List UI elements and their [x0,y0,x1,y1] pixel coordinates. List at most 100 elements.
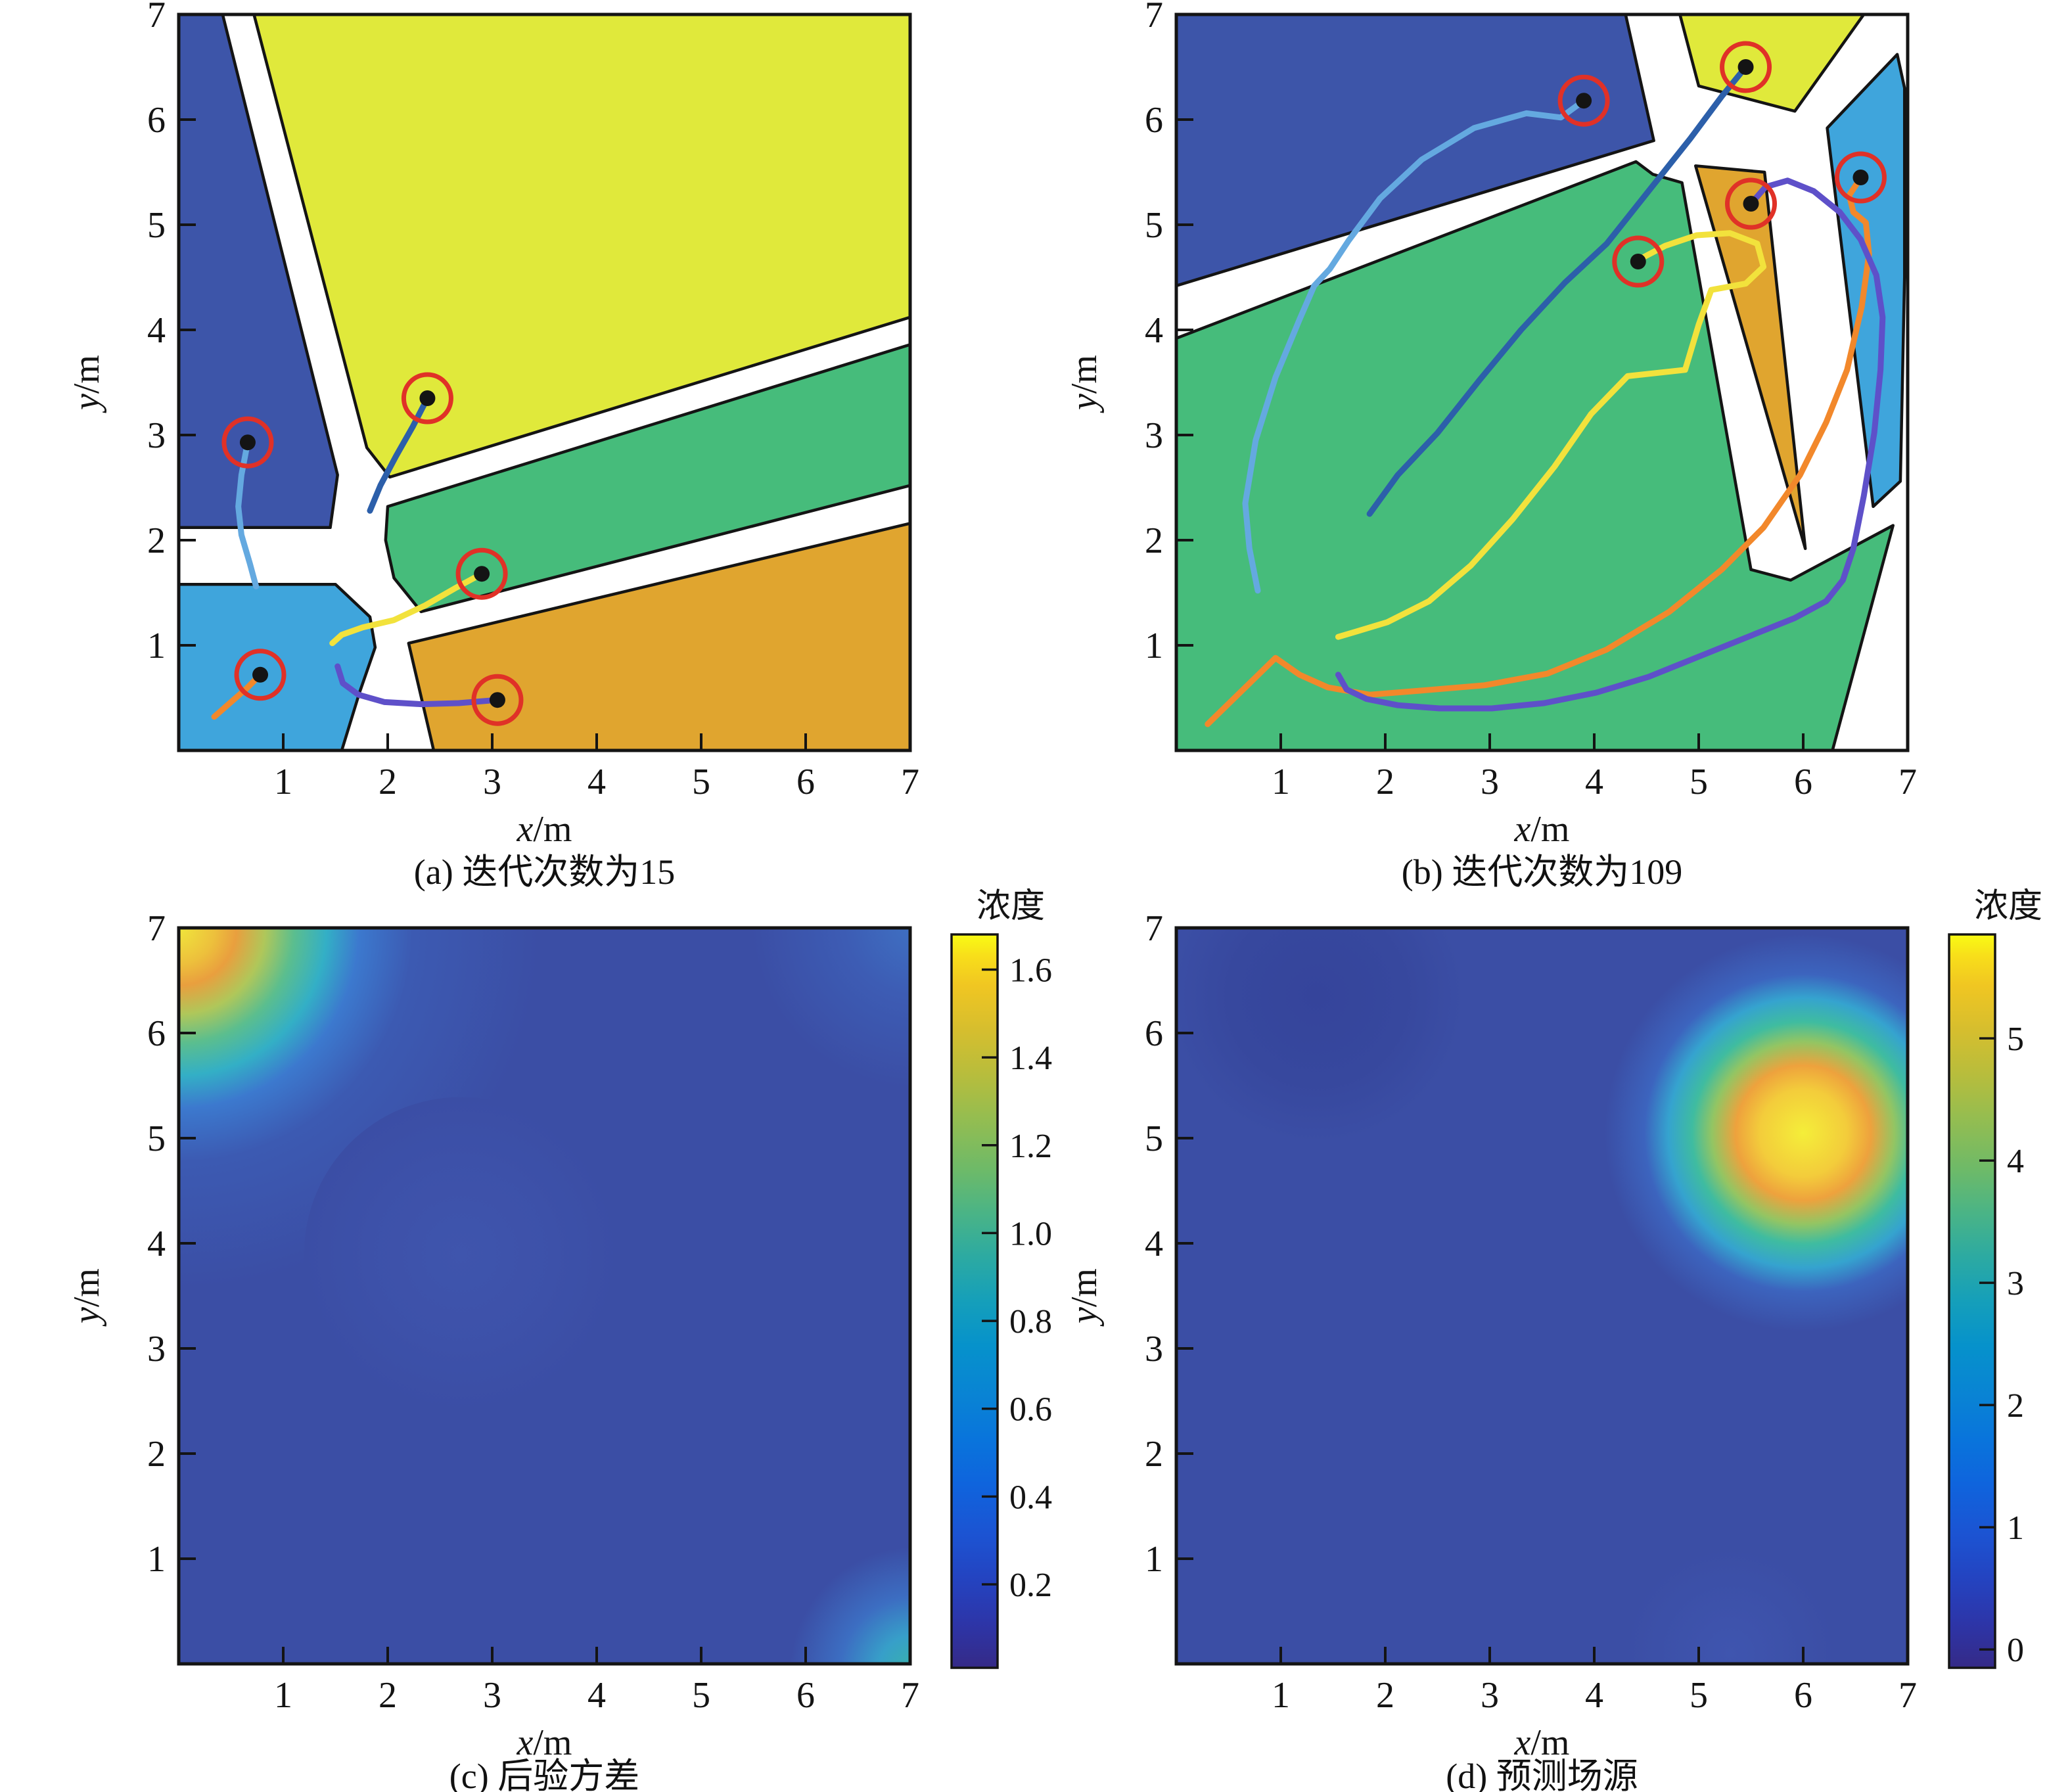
heatmap-c-canvas: 1 2 3 4 5 6 7 1 2 3 4 5 6 7 x/m y/m 0.2 0.4 0.6 0.8 1.0 1.2 1.… [66,888,1052,1763]
x-tick-label: 4 [587,762,606,802]
colorbar-gradient [1948,933,1996,1669]
colorbar-tick-label: 3 [2007,1265,2024,1302]
y-tick-label: 6 [147,100,166,141]
colorbar-tick-label: 0.4 [1009,1479,1052,1516]
robot-dot-b-4 [1743,196,1759,212]
robot-dot-a-0 [239,434,256,451]
axes-d: 1 2 3 4 5 6 7 1 2 3 4 5 6 7 x/m y/m [1064,908,1917,1763]
y-tick-label: 5 [147,205,166,246]
x-tick-label: 1 [274,762,292,802]
colorbar-tick-label: 5 [2007,1021,2024,1058]
caption-c: (c) 后验方差 [449,1757,640,1792]
y-tick-label: 1 [147,1539,166,1580]
caption-a: (a) 迭代次数为15 [413,852,676,892]
robot-ring-b-3 [1834,151,1887,204]
y-tick-label: 6 [147,1013,166,1054]
plot-a-layers: 1 2 3 4 5 6 7 1 2 3 4 5 6 7 x/m y/m [66,0,919,850]
y-tick-label: 3 [147,415,166,456]
trajectory-b-2 [1335,230,1767,640]
y-axis-label: y/m [66,1268,107,1327]
robot-markers-a [221,372,524,726]
trajectory-a-0 [235,439,260,589]
caption-b: (b) 迭代次数为109 [1401,852,1683,892]
x-tick-label: 2 [379,762,397,802]
y-tick-label: 5 [1145,1118,1163,1159]
heatmap-d-canvas: 1 2 3 4 5 6 7 1 2 3 4 5 6 7 x/m y/m 0 1 2 3 4 5 浓度 [1064,888,2042,1763]
robot-dot-a-3 [252,666,269,683]
trajectory-a-4 [334,663,501,708]
robot-ring-a-1 [401,372,453,425]
heat-spot-faint-bottom [1625,1549,1835,1664]
x-tick-label: 7 [901,1675,919,1716]
x-tick-label: 7 [1898,762,1917,802]
x-tick-label: 5 [1690,1675,1708,1716]
x-tick-label: 2 [379,1675,397,1716]
region-blue-zone [1176,14,1655,288]
robot-dot-b-2 [1630,254,1646,269]
robot-ring-a-2 [455,547,508,600]
heat-spot-faint-middle [304,1097,618,1411]
y-tick-label: 4 [1145,310,1163,351]
colorbar-tick-label: 4 [2007,1143,2024,1180]
robot-ring-a-4 [471,674,524,726]
x-axis-label: x/m [1514,1722,1570,1763]
plot-b-layers: 1 2 3 4 5 6 7 1 2 3 4 5 6 7 x/m y/m [1064,0,1917,850]
robot-dot-b-1 [1737,59,1754,75]
plot-d-layers: 1 2 3 4 5 6 7 1 2 3 4 5 6 7 x/m y/m 0 1 2 3 4 5 浓度 [1064,888,2042,1763]
trajectory-a-1 [367,395,430,514]
region-orange-zone [407,522,910,750]
y-axis-label: y/m [1064,1268,1105,1327]
y-tick-label: 5 [147,1118,166,1159]
y-tick-label: 4 [1145,1224,1163,1264]
x-tick-label: 5 [692,1675,710,1716]
y-tick-label: 4 [147,310,166,351]
colorbar-tick-label: 0.6 [1009,1391,1052,1429]
colorbar-tick-label: 0.8 [1009,1303,1052,1341]
y-axis-label: y/m [66,355,107,413]
robot-dot-a-4 [489,692,505,708]
caption-d: (d) 预测场源 [1446,1757,1638,1792]
panel-iteration-15: 1 2 3 4 5 6 7 1 2 3 4 5 6 7 x/m y/m (a) 迭代次数为15 [53,0,1072,892]
trajectory-b-1 [1366,64,1749,517]
axes-c: 1 2 3 4 5 6 7 1 2 3 4 5 6 7 x/m y/m [66,908,919,1763]
colorbar-tick-label: 1.4 [1009,1040,1052,1077]
region-cyan-zone [179,582,377,750]
robot-ring-b-1 [1720,41,1772,93]
y-tick-label: 2 [147,520,166,561]
robot-ring-b-2 [1612,235,1665,288]
region-map-a-canvas: 1 2 3 4 5 6 7 1 2 3 4 5 6 7 x/m y/m [66,0,919,850]
x-tick-label: 2 [1376,762,1394,802]
y-tick-label: 3 [1145,415,1163,456]
heat-spot-posterior-variance-hotspot-topleft [179,928,540,1289]
x-tick-label: 1 [1272,762,1290,802]
panel-predicted-source: 1 2 3 4 5 6 7 1 2 3 4 5 6 7 x/m y/m 0 1 2 3 4 5 浓度 (d) 预测场源 [1050,881,2070,1792]
trajectory-a-3 [211,672,264,720]
colorbar-tick-label: 1.0 [1009,1215,1052,1252]
y-tick-label: 2 [147,1434,166,1475]
colorbar-tick-label: 0 [2007,1632,2024,1669]
robot-ring-b-0 [1557,74,1610,127]
map-regions-a [179,14,910,750]
x-axis-label: x/m [517,1722,572,1763]
trajectory-a-2 [329,570,485,647]
region-green-zone [1176,160,1895,750]
region-orange-zone [1693,164,1807,551]
y-tick-label: 3 [147,1329,166,1369]
axes-b: 1 2 3 4 5 6 7 1 2 3 4 5 6 7 x/m y/m [1064,0,1917,850]
x-axis-label: x/m [517,809,572,850]
y-tick-label: 7 [147,0,166,35]
x-tick-label: 4 [1585,1675,1603,1716]
y-tick-label: 1 [1145,626,1163,666]
robot-ring-b-4 [1725,177,1777,230]
y-tick-label: 7 [1145,0,1163,35]
colorbar-tick-label: 1 [2007,1509,2024,1547]
robot-trajectories-a [211,395,501,720]
robot-ring-a-3 [234,649,287,701]
x-tick-label: 5 [1690,762,1708,802]
y-tick-label: 5 [1145,205,1163,246]
trajectory-b-0 [1242,97,1587,594]
x-tick-label: 6 [796,1675,815,1716]
x-tick-label: 3 [1481,1675,1499,1716]
x-tick-label: 3 [483,1675,501,1716]
